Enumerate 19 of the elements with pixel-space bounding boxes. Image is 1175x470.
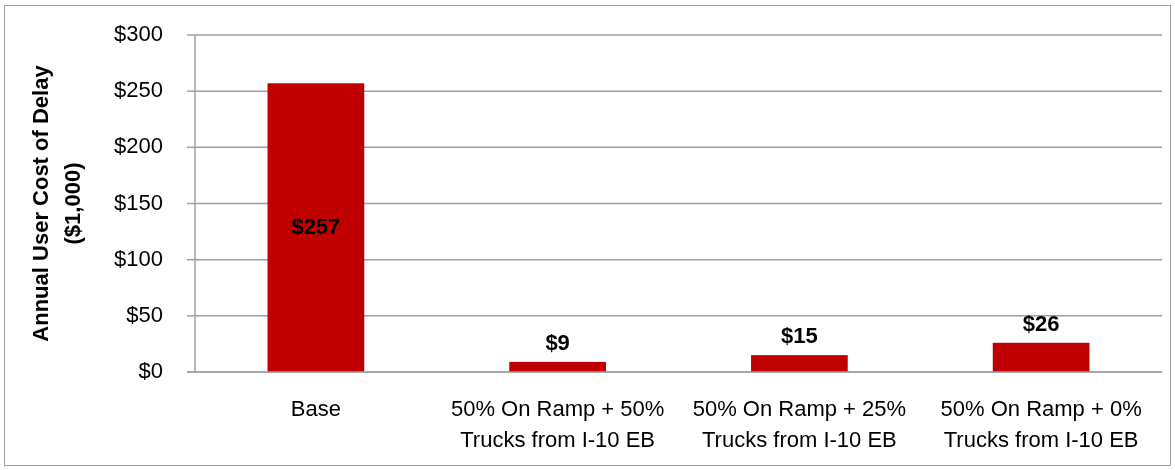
y-tick-label: $200 bbox=[114, 133, 163, 159]
x-tick-label: 50% On Ramp + 25% Trucks from I-10 EB bbox=[692, 396, 907, 452]
data-label: $26 bbox=[1022, 310, 1060, 336]
y-tick-label: $300 bbox=[114, 20, 163, 46]
data-label: $257 bbox=[291, 213, 341, 239]
data-label: $9 bbox=[545, 329, 570, 355]
y-tick-label: $50 bbox=[126, 301, 163, 327]
y-tick-label: $250 bbox=[114, 76, 163, 102]
y-tick-label: $150 bbox=[114, 189, 163, 215]
y-axis-title: Annual User Cost of Delay ($1,000) bbox=[28, 64, 85, 342]
y-tick-label: $0 bbox=[138, 357, 163, 383]
x-tick-label: 50% On Ramp + 50% Trucks from I-10 EB bbox=[450, 396, 665, 452]
data-label: $15 bbox=[781, 323, 818, 349]
y-tick-label: $100 bbox=[114, 245, 163, 271]
bar bbox=[267, 83, 365, 372]
bar bbox=[992, 342, 1090, 372]
x-tick-label: Base bbox=[290, 396, 341, 421]
bar bbox=[751, 355, 848, 372]
x-tick-label: 50% On Ramp + 0% Trucks from I-10 EB bbox=[940, 396, 1142, 452]
